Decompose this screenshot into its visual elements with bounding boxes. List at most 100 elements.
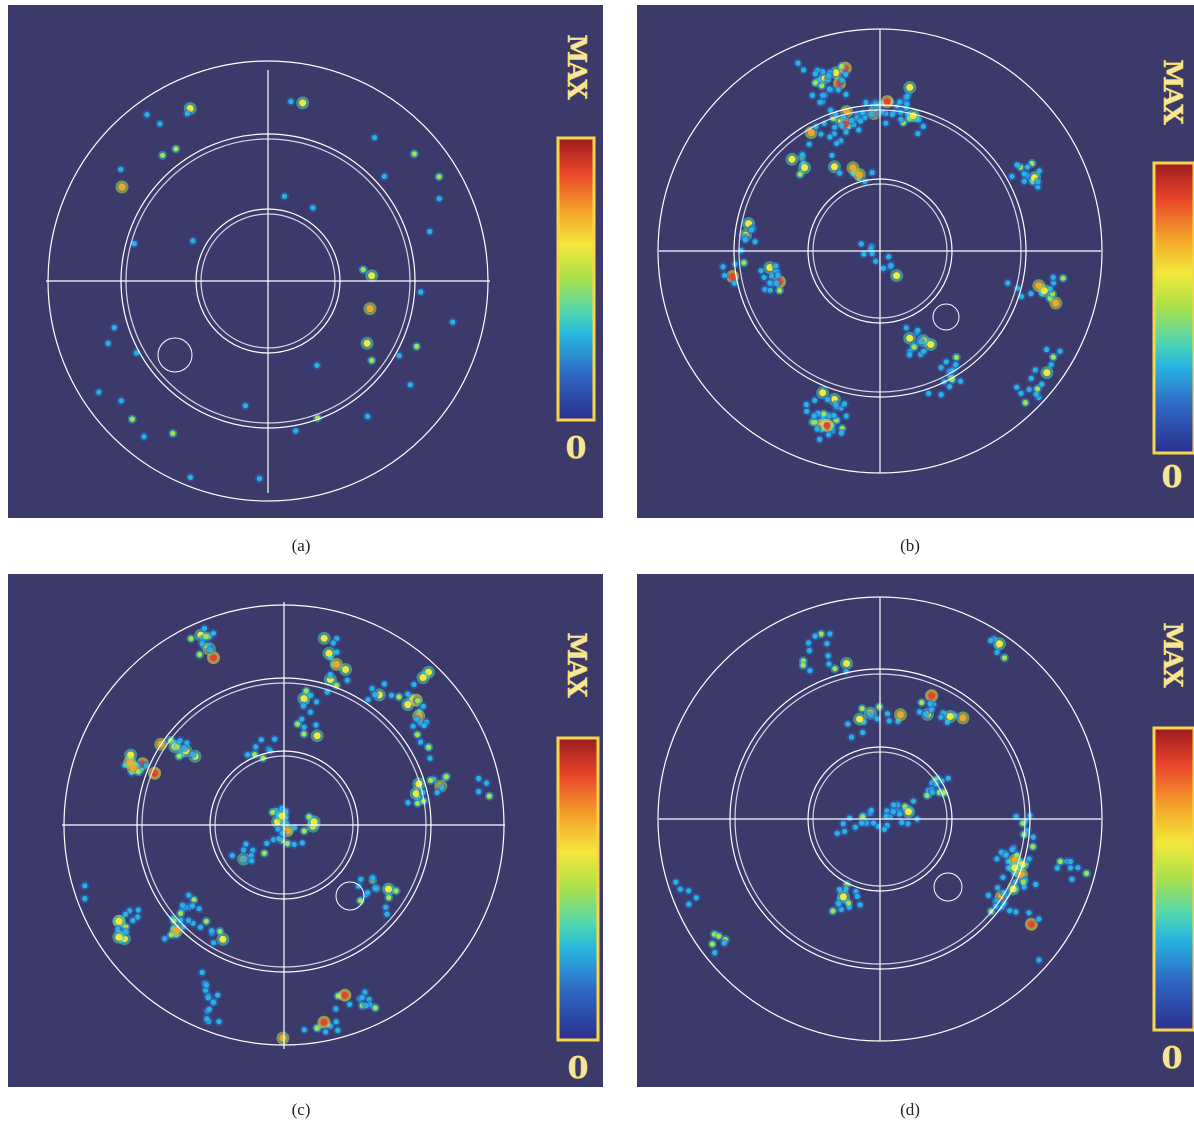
heat-spot (210, 999, 216, 1005)
heat-spot (191, 897, 197, 903)
heat-spot (819, 389, 827, 397)
heat-spot (310, 205, 316, 211)
heat-spot (884, 711, 891, 717)
heat-spot (229, 853, 235, 859)
heat-spot (190, 238, 196, 244)
heat-spot (253, 744, 259, 750)
heat-spot (886, 718, 892, 724)
heat-spot (333, 1019, 339, 1025)
heat-spot (840, 821, 846, 827)
heat-spot (860, 730, 866, 736)
colorbar-d: MAX 0 (1152, 622, 1194, 1076)
heat-spot (767, 287, 773, 293)
heat-spot (817, 99, 823, 105)
heat-spot (826, 432, 832, 438)
heat-spot (720, 264, 726, 270)
marker-circle (157, 337, 193, 373)
heat-spot (1020, 820, 1026, 826)
heat-spot (1013, 909, 1019, 915)
heat-spot (868, 807, 874, 813)
heat-spot (818, 131, 824, 137)
heat-spot (135, 907, 141, 913)
heat-spot (219, 935, 227, 943)
heat-spot (860, 814, 866, 820)
heat-spot (365, 697, 371, 703)
heat-spot (904, 93, 910, 100)
heat-spot (411, 151, 417, 157)
heat-spot (420, 703, 426, 709)
heat-spot (434, 789, 440, 796)
polar-heatmap-d (657, 596, 1103, 1042)
heat-spot (938, 714, 944, 720)
heat-spot (832, 69, 840, 77)
heat-spot (906, 334, 914, 342)
heat-spot (1026, 856, 1032, 862)
heat-spot (716, 933, 722, 939)
heat-spot (904, 101, 910, 107)
heat-spot (187, 474, 193, 480)
heat-spot (888, 262, 894, 269)
heat-spot (804, 408, 810, 414)
heat-spot (1069, 876, 1075, 882)
heat-spot (800, 662, 806, 668)
heat-spot (899, 819, 905, 826)
heat-spot (873, 258, 879, 264)
heat-spot (917, 709, 923, 715)
heat-spot (115, 917, 123, 925)
caption-c: (c) (291, 1100, 311, 1119)
heat-spot (1067, 859, 1073, 865)
heat-spot (799, 152, 806, 158)
heat-spot (920, 123, 926, 129)
heat-spot (1014, 384, 1020, 390)
heat-spot (870, 820, 877, 826)
heat-spot (843, 71, 849, 78)
heat-spot (761, 274, 767, 280)
heat-spot (843, 660, 851, 667)
heat-spot (1036, 916, 1042, 922)
heat-spot (767, 280, 773, 286)
heat-spot (840, 114, 847, 120)
heat-spot (320, 1018, 328, 1026)
heat-spot (184, 111, 190, 117)
heat-spot (310, 818, 318, 826)
heat-spot (122, 911, 129, 917)
heat-spot (918, 339, 924, 345)
heat-spot (843, 413, 849, 419)
colorbar-max-label: MAX (561, 34, 591, 100)
heat-spot (869, 251, 875, 257)
heat-spot (863, 99, 869, 106)
heat-spot (111, 325, 117, 331)
heat-spot (915, 131, 921, 137)
heat-spot (428, 777, 434, 783)
heat-spot (927, 341, 935, 348)
heat-spot (830, 163, 838, 171)
heat-spot (817, 436, 823, 442)
heat-spot (801, 67, 807, 73)
heat-spot (1021, 178, 1027, 184)
heat-spot (243, 841, 249, 847)
heat-spot (903, 325, 909, 331)
heat-spot (897, 99, 903, 105)
heat-spot (891, 802, 897, 808)
heat-spot (199, 969, 205, 976)
heat-spot (363, 339, 371, 347)
heat-spot (825, 653, 831, 659)
heat-spot (833, 402, 839, 408)
heat-spot (922, 711, 929, 717)
heat-spot (176, 753, 182, 759)
heat-spot (1013, 814, 1019, 820)
heat-spot (418, 289, 424, 295)
heat-spot (1033, 881, 1039, 888)
heat-spot (301, 828, 307, 834)
heat-spot (842, 828, 848, 834)
heat-spot (856, 715, 864, 723)
heat-spot (411, 681, 417, 688)
heat-spot (439, 785, 445, 791)
colorbar-max-label: MAX (1157, 622, 1187, 688)
heat-spot (209, 928, 215, 934)
heat-spot (476, 789, 482, 795)
heat-spot (1083, 870, 1089, 876)
heat-spot (372, 691, 378, 698)
heat-spot (1028, 291, 1034, 297)
heat-spot (313, 732, 321, 740)
